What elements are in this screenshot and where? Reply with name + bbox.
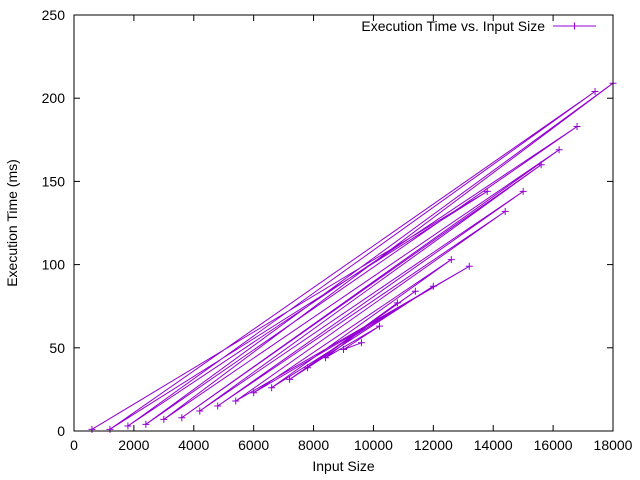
- y-tick-label: 100: [42, 257, 66, 273]
- data-point: [429, 282, 437, 290]
- data-point: [178, 414, 186, 422]
- plot-frame: [73, 14, 614, 432]
- ticks-layer: 0 2000 4000 6000 8000 10000 12000 14000 16000 180…: [42, 7, 633, 453]
- legend-entry-marker: [571, 22, 578, 30]
- x-tick-label: 8000: [298, 437, 329, 453]
- data-point: [573, 122, 581, 130]
- data-point: [465, 262, 473, 270]
- legend: Execution Time vs. Input Size: [361, 18, 596, 34]
- x-tick-label: 0: [70, 437, 78, 453]
- data-point: [196, 407, 204, 415]
- x-axis-label: Input Size: [312, 458, 374, 474]
- x-tick-label: 16000: [534, 437, 573, 453]
- data-point: [340, 345, 347, 353]
- data-point: [555, 146, 563, 154]
- data-point: [232, 397, 240, 405]
- x-tick-label: 14000: [474, 437, 513, 453]
- x-tick-label: 2000: [118, 437, 149, 453]
- y-tick-label: 150: [42, 173, 66, 189]
- data-point: [142, 420, 150, 428]
- data-point: [214, 402, 222, 410]
- data-point: [106, 425, 114, 433]
- data-point: [322, 354, 330, 362]
- y-tick-label: 0: [57, 423, 65, 439]
- data-point: [591, 88, 599, 96]
- data-point: [537, 161, 545, 169]
- data-point: [268, 384, 276, 392]
- data-point: [357, 339, 365, 347]
- series-line: [91, 82, 614, 430]
- data-point: [393, 299, 401, 307]
- x-tick-label: 6000: [238, 437, 269, 453]
- data-point: [501, 207, 509, 215]
- data-point: [375, 322, 383, 330]
- x-tick-label: 4000: [178, 437, 209, 453]
- series-layer: [88, 79, 617, 433]
- x-tick-label: 18000: [594, 437, 633, 453]
- data-point: [304, 364, 312, 372]
- data-point: [88, 425, 96, 433]
- data-point: [250, 389, 258, 397]
- data-point: [519, 187, 527, 195]
- x-tick-label: 12000: [414, 437, 453, 453]
- y-axis-label: Execution Time (ms): [4, 159, 20, 287]
- data-point: [411, 287, 419, 295]
- data-point: [447, 256, 455, 264]
- y-tick-label: 250: [42, 7, 66, 23]
- data-point: [160, 415, 168, 423]
- data-point: [124, 422, 132, 430]
- data-point: [286, 375, 294, 383]
- legend-entry-label: Execution Time vs. Input Size: [361, 18, 545, 34]
- data-point: [571, 22, 578, 30]
- y-tick-label: 200: [42, 90, 66, 106]
- data-point: [483, 187, 491, 195]
- y-tick-label: 50: [49, 340, 65, 356]
- x-tick-label: 10000: [354, 437, 393, 453]
